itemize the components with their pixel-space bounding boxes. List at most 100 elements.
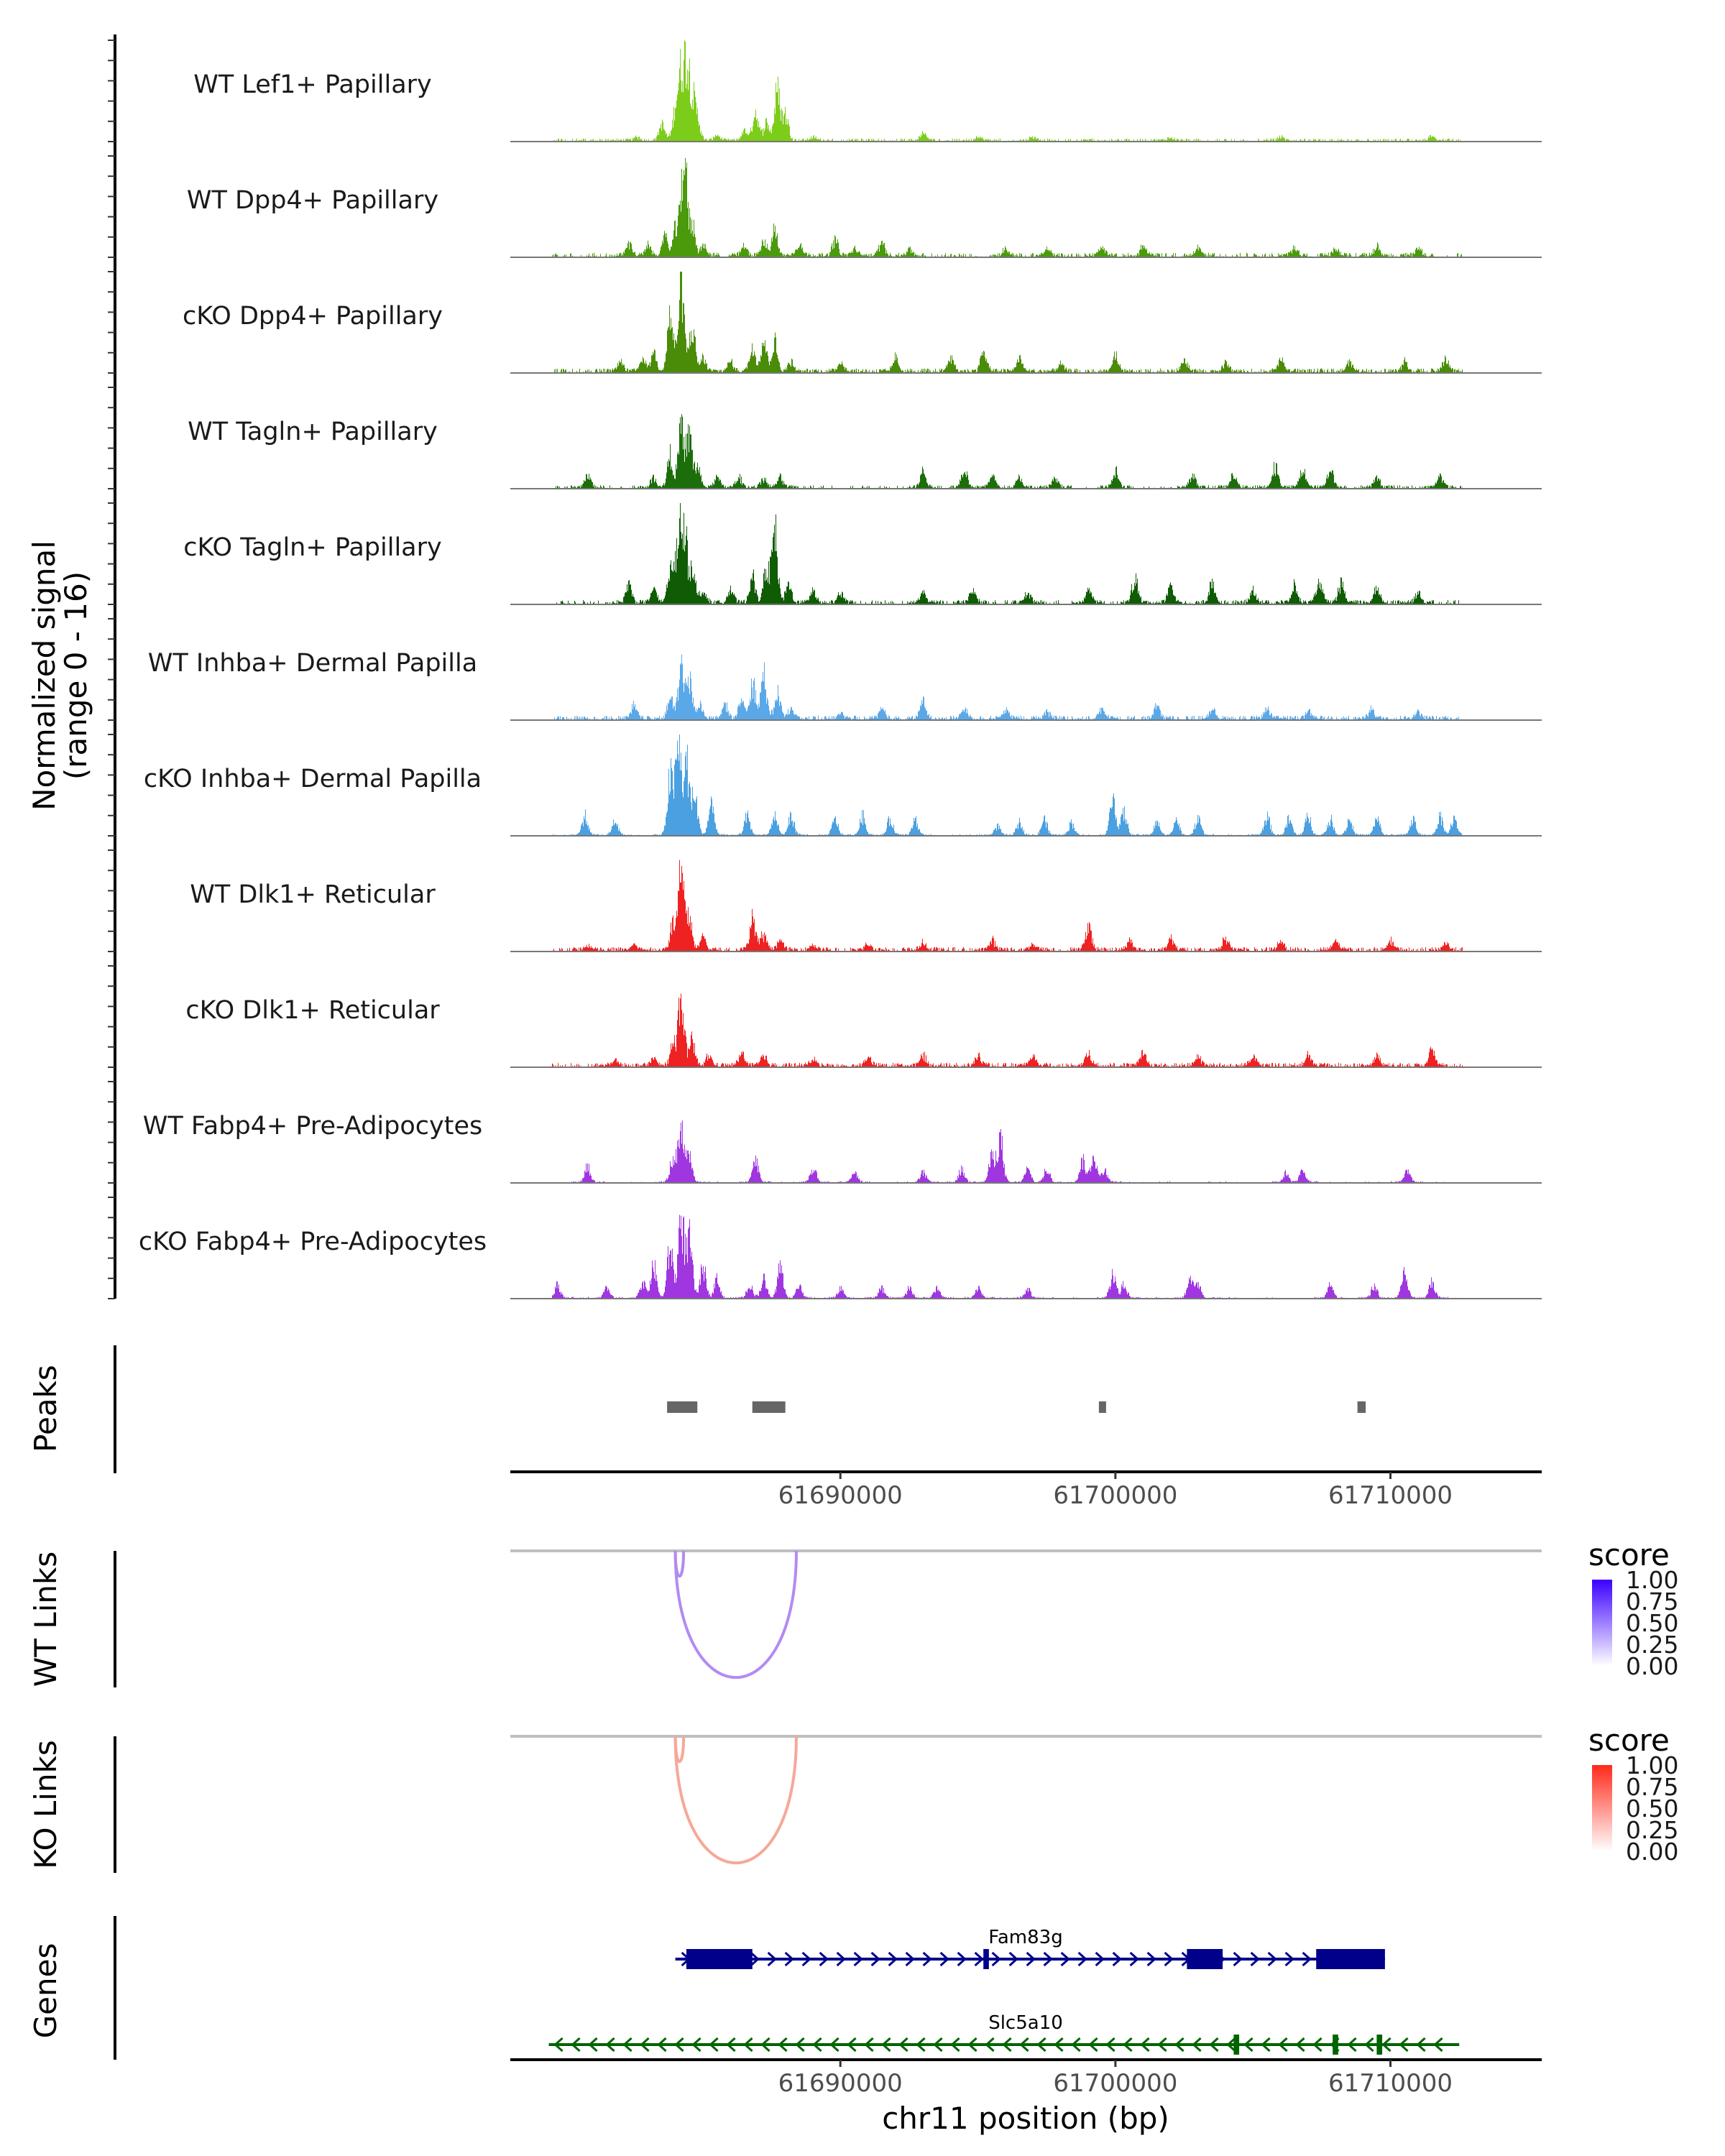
exon <box>1187 1949 1223 1969</box>
gene: Fam83g <box>675 1927 1385 1969</box>
strand-arrow <box>1381 2037 1392 2053</box>
strand-arrow <box>1112 1951 1122 1967</box>
legend-colorbar <box>1592 1580 1612 1666</box>
strand-arrow <box>605 2037 615 2053</box>
coverage-area <box>510 40 1542 142</box>
strand-arrow <box>1077 1951 1087 1967</box>
strand-arrow <box>726 2037 736 2053</box>
coverage-track-label: WT Dpp4+ Papillary <box>187 186 438 215</box>
legend-colorbar <box>1592 1765 1612 1851</box>
coverage-area <box>510 1120 1542 1183</box>
x-tick-label: 61710000 <box>1328 1481 1453 1510</box>
strand-arrow <box>1071 2037 1081 2053</box>
strand-arrow <box>1261 2037 1271 2053</box>
strand-arrow <box>1364 2037 1374 2053</box>
strand-arrow <box>1105 2037 1116 2053</box>
peak-region <box>752 1401 786 1413</box>
coverage-track: WT Fabp4+ Pre-Adipocytes <box>143 1112 1542 1184</box>
legend-title: score <box>1588 1537 1670 1572</box>
coverage-area <box>510 503 1542 604</box>
strand-arrow <box>836 1951 846 1967</box>
exon <box>983 1949 989 1969</box>
strand-arrow <box>864 2037 874 2053</box>
gene: Slc5a10 <box>548 2012 1460 2055</box>
coverage-area <box>510 734 1542 836</box>
strand-arrow <box>1267 1951 1277 1967</box>
strand-arrow <box>750 1951 760 1967</box>
strand-arrow <box>985 2037 995 2053</box>
coverage-track-label: cKO Fabp4+ Pre-Adipocytes <box>139 1227 487 1256</box>
strand-arrow <box>853 1951 863 1967</box>
strand-arrow <box>1043 1951 1053 1967</box>
peak-region <box>1357 1401 1366 1413</box>
x-axis-top: 61690000 61700000 61710000 <box>510 1470 1542 1510</box>
strand-arrow <box>784 1951 794 1967</box>
strand-arrow <box>1026 1951 1036 1967</box>
strand-arrow <box>1164 1951 1174 1967</box>
x-axis-bottom: 61690000 61700000 61710000 <box>510 2058 1542 2098</box>
strand-arrow <box>812 2037 822 2053</box>
strand-arrow <box>819 1951 829 1967</box>
x-tick-label: 61690000 <box>778 2069 903 2098</box>
coverage-y-title-line2: (range 0 - 16) <box>58 571 93 780</box>
strand-arrow <box>881 2037 891 2053</box>
strand-arrow <box>1019 2037 1029 2053</box>
strand-arrow <box>1399 2037 1409 2053</box>
gene-name: Fam83g <box>988 1927 1062 1948</box>
coverage-area <box>510 860 1542 952</box>
strand-arrow <box>760 2037 770 2053</box>
strand-arrow <box>622 2037 632 2053</box>
coverage-track-label: cKO Inhba+ Dermal Papilla <box>144 765 482 793</box>
strand-arrow <box>939 1951 949 1967</box>
strand-arrow <box>1302 1951 1312 1967</box>
coverage-track: cKO Inhba+ Dermal Papilla <box>144 734 1542 837</box>
strand-arrow <box>1088 2037 1098 2053</box>
strand-arrow <box>640 2037 650 2053</box>
x-tick-label: 61690000 <box>778 1481 903 1510</box>
strand-arrow <box>1416 2037 1426 2053</box>
strand-arrow <box>1284 1951 1294 1967</box>
strand-arrow <box>1433 2037 1443 2053</box>
strand-arrow <box>922 1951 932 1967</box>
peaks-track-label: Peaks <box>28 1365 63 1452</box>
strand-arrow <box>967 2037 978 2053</box>
legend-title: score <box>1588 1723 1670 1758</box>
legend-tick-label: 0.75 <box>1626 1588 1678 1616</box>
x-tick-label: 61700000 <box>1053 2069 1177 2098</box>
strand-arrow <box>588 2037 598 2053</box>
strand-arrow <box>1036 2037 1046 2053</box>
coverage-area <box>510 272 1542 373</box>
links-track-label: WT Links <box>28 1552 63 1687</box>
strand-arrow <box>905 1951 915 1967</box>
strand-arrow <box>1250 1951 1260 1967</box>
strand-arrow <box>847 2037 857 2053</box>
coverage-track: WT Lef1+ Papillary <box>193 40 1542 142</box>
coverage-area <box>510 157 1542 257</box>
strand-arrow <box>1233 1951 1243 1967</box>
link-arc <box>673 1550 798 1680</box>
strand-arrow <box>1095 1951 1105 1967</box>
strand-arrow <box>1060 1951 1070 1967</box>
coverage-track: cKO Dlk1+ Reticular <box>185 993 1542 1068</box>
strand-arrow <box>1002 2037 1012 2053</box>
coverage-track-label: WT Dlk1+ Reticular <box>190 880 436 909</box>
strand-arrow <box>1312 2037 1322 2053</box>
peak-region <box>667 1401 698 1413</box>
coverage-tracks: WT Lef1+ Papillary WT Dpp4+ Papillary cKO … <box>139 40 1542 1299</box>
gene-name: Slc5a10 <box>988 2012 1063 2034</box>
link-arc <box>673 1736 798 1865</box>
strand-arrow <box>991 1951 1001 1967</box>
coverage-track-label: cKO Dlk1+ Reticular <box>185 996 440 1025</box>
coverage-track-label: WT Inhba+ Dermal Papilla <box>148 649 477 678</box>
strand-arrow <box>571 2037 581 2053</box>
strand-arrow <box>778 2037 788 2053</box>
exon <box>1233 2035 1240 2055</box>
coverage-area <box>510 993 1542 1067</box>
legend-tick-label: 0.75 <box>1626 1773 1678 1801</box>
strand-arrow <box>1295 2037 1305 2053</box>
coverage-track: WT Tagln+ Papillary <box>188 414 1542 489</box>
legend-tick-label: 0.50 <box>1626 1609 1678 1637</box>
coverage-track-label: WT Lef1+ Papillary <box>193 70 432 99</box>
